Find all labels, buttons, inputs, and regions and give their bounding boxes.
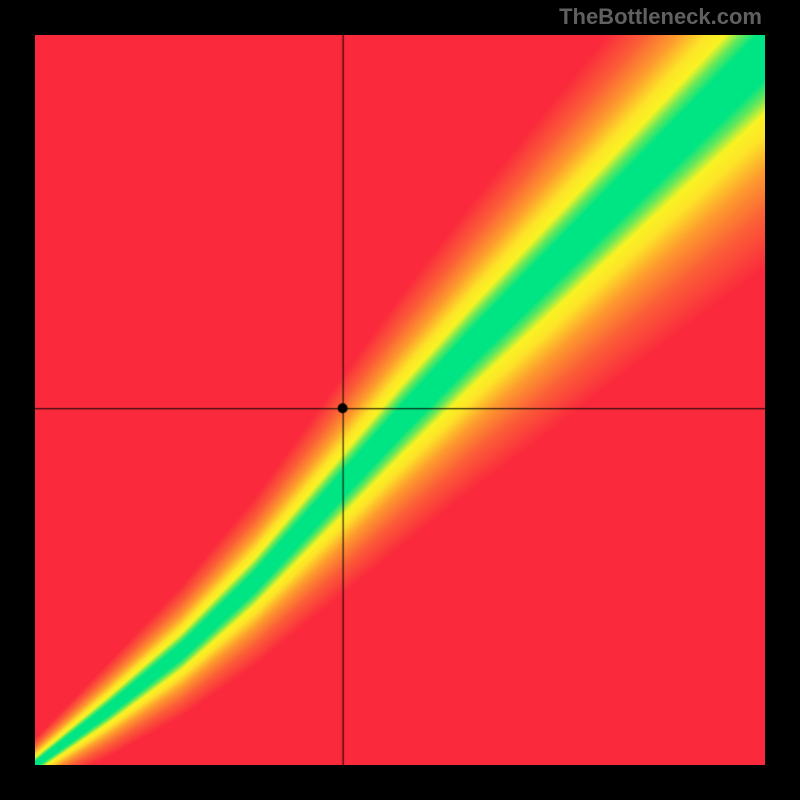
bottleneck-heatmap xyxy=(35,35,765,765)
watermark-text: TheBottleneck.com xyxy=(559,4,762,30)
heatmap-canvas xyxy=(35,35,765,765)
